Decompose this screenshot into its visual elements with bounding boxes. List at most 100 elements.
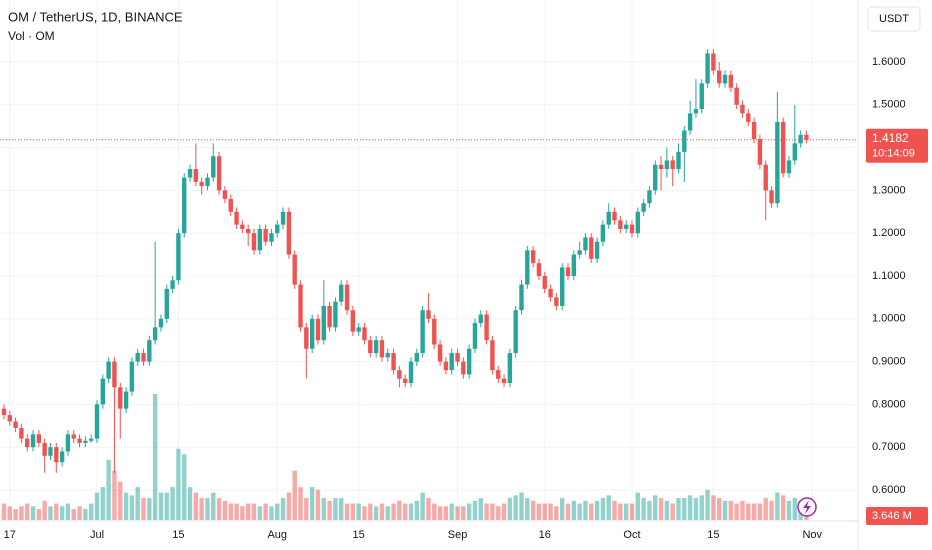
volume-bar — [362, 506, 367, 520]
candle-body — [734, 87, 739, 105]
candle-body — [280, 211, 286, 225]
candle-body — [682, 130, 687, 152]
volume-bar — [339, 498, 344, 520]
candle-body — [211, 156, 216, 178]
volume-bar — [693, 498, 699, 520]
lightning-icon[interactable] — [797, 497, 817, 517]
candle-body — [554, 297, 559, 306]
x-tick-label: 15 — [707, 529, 719, 541]
candle-body — [711, 53, 716, 71]
candle-body — [664, 160, 670, 169]
candle-body — [333, 301, 338, 328]
volume-bar — [478, 498, 483, 520]
volume-bar — [211, 492, 216, 520]
volume-bar — [501, 503, 507, 520]
volume-bar — [402, 503, 408, 520]
volume-bar — [205, 498, 210, 520]
candle-body — [548, 288, 553, 298]
candle-body — [205, 177, 210, 187]
candle-body — [693, 109, 699, 114]
volume-bar — [432, 503, 437, 520]
candle-body — [594, 241, 600, 259]
candle-body — [775, 121, 780, 204]
currency-label: USDT — [879, 13, 909, 25]
candle-body — [112, 361, 117, 388]
volume-bar — [158, 492, 164, 520]
volume-bar — [484, 503, 489, 520]
volume-bar — [653, 495, 658, 520]
candle-body — [42, 442, 47, 456]
candle-body — [786, 160, 792, 174]
volume-bar — [222, 500, 228, 520]
volume-bar — [88, 503, 94, 520]
volume-bar — [123, 492, 129, 520]
y-tick-label: 0.9000 — [872, 356, 906, 368]
candle-body — [193, 169, 199, 182]
volume-bar — [141, 498, 146, 520]
candle-body — [449, 353, 454, 371]
candle-body — [36, 434, 42, 443]
volume-bar — [571, 500, 577, 520]
candle-body — [228, 198, 233, 212]
candle-body — [7, 415, 12, 422]
candle-body — [589, 237, 594, 259]
volume-bar — [7, 506, 12, 520]
candle-body — [315, 318, 321, 341]
candle-body — [414, 353, 420, 362]
volume-layer — [1, 393, 809, 520]
volume-bar — [245, 503, 251, 520]
candle-body — [496, 370, 501, 379]
candle-body — [490, 340, 495, 371]
candle-body — [30, 434, 36, 448]
candle-body — [54, 447, 59, 463]
volume-bar — [94, 492, 100, 520]
currency-button[interactable] — [867, 6, 921, 32]
candle-body — [385, 353, 390, 358]
candle-body — [763, 164, 768, 191]
candle-body — [519, 284, 524, 311]
volume-bar — [751, 503, 757, 520]
volume-bar — [83, 509, 88, 520]
candle-body — [699, 83, 704, 110]
y-tick-label: 1.0000 — [872, 313, 906, 325]
x-tick-label: Oct — [623, 529, 640, 541]
volume-bar — [304, 498, 309, 520]
candle-body — [286, 211, 292, 255]
volume-bar — [182, 454, 187, 520]
volume-bar — [257, 506, 263, 520]
volume-bar — [298, 487, 303, 520]
x-tick-label: 17 — [4, 529, 16, 541]
candle-body — [123, 391, 129, 409]
volume-bar — [437, 506, 443, 520]
volume-bar — [600, 498, 606, 520]
x-tick-label: Jul — [90, 529, 104, 541]
volume-bar — [577, 503, 582, 520]
countdown-label: 10:14:09 — [872, 148, 915, 160]
axis-labels: 0.6000 0.7000 0.8000 0.9000 1.0000 1.1000 1.20… — [0, 56, 928, 541]
candle-body — [362, 327, 367, 341]
volume-bar — [25, 503, 30, 520]
candle-body — [623, 224, 629, 229]
candle-body — [565, 267, 571, 276]
candle-body — [513, 310, 518, 354]
candle-body — [187, 169, 193, 178]
candle-body — [222, 190, 228, 199]
volume-bar — [496, 506, 501, 520]
candle-body — [780, 121, 786, 174]
volume-bar — [414, 500, 420, 520]
volume-bar — [420, 492, 425, 520]
y-tick-label: 1.1000 — [872, 270, 906, 282]
candle-body — [792, 143, 797, 161]
volume-bar — [385, 506, 390, 520]
volume-bar — [77, 506, 82, 520]
volume-bar — [763, 498, 768, 520]
candle-body — [705, 53, 710, 84]
volume-bar — [344, 503, 350, 520]
candle-body — [397, 370, 402, 379]
volume-bar — [455, 506, 460, 520]
candle-body — [751, 121, 757, 140]
volume-bar — [315, 489, 321, 520]
y-tick-label: 0.8000 — [872, 398, 906, 410]
candle-body — [356, 327, 361, 332]
